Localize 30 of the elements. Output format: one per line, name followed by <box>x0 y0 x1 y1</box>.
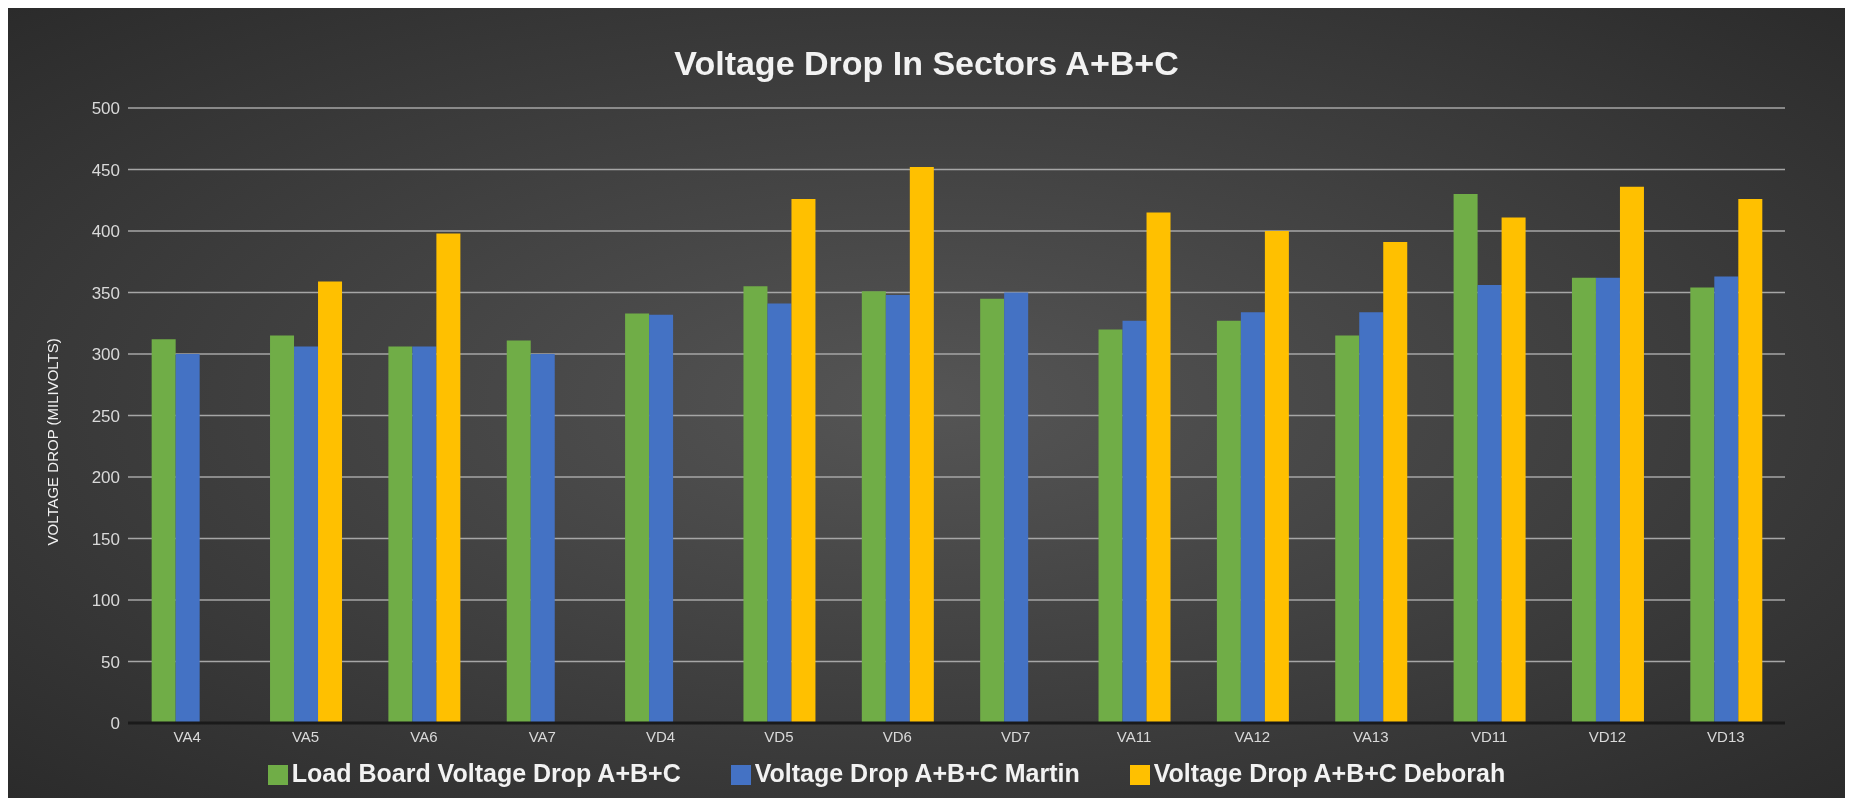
legend-label: Voltage Drop A+B+C Martin <box>754 759 1080 787</box>
x-tick-label: VA13 <box>1352 727 1389 745</box>
x-tick-label: VD11 <box>1470 727 1508 745</box>
x-tick-label: VA6 <box>410 727 438 745</box>
x-tick-label: VA12 <box>1234 727 1271 745</box>
x-tick-label: VA5 <box>291 727 320 745</box>
x-tick-label: VD7 <box>1001 727 1031 745</box>
y-tick-label: 0 <box>110 714 120 734</box>
x-tick-label: VD12 <box>1588 727 1627 745</box>
y-tick-label: 50 <box>101 652 120 672</box>
y-tick-label: 250 <box>91 406 120 426</box>
y-tick-label: 350 <box>91 283 120 303</box>
y-tick-label: 100 <box>91 591 120 611</box>
y-tick-label: 400 <box>91 222 120 242</box>
x-tick-label: VA7 <box>528 727 556 745</box>
x-tick-label: VD6 <box>882 727 912 745</box>
x-tick-label: VA4 <box>173 727 201 745</box>
chart-title: Voltage Drop In Sectors A+B+C <box>673 43 1180 82</box>
y-axis-title: VOLTAGE DROP (MILIVOLTS) <box>44 338 62 546</box>
legend-label: Voltage Drop A+B+C Deborah <box>1153 759 1506 787</box>
y-tick-label: 300 <box>91 345 120 365</box>
y-tick-label: 450 <box>91 160 120 180</box>
x-tick-label: VD4 <box>646 727 676 745</box>
y-tick-label: 500 <box>91 99 120 119</box>
x-tick-label: VD13 <box>1707 727 1745 745</box>
legend-label: Load Board Voltage Drop A+B+C <box>291 759 681 787</box>
y-tick-label: 150 <box>91 529 120 549</box>
y-tick-label: 200 <box>91 468 120 488</box>
x-tick-label: VD5 <box>764 727 794 745</box>
x-tick-label: VA11 <box>1116 727 1152 745</box>
